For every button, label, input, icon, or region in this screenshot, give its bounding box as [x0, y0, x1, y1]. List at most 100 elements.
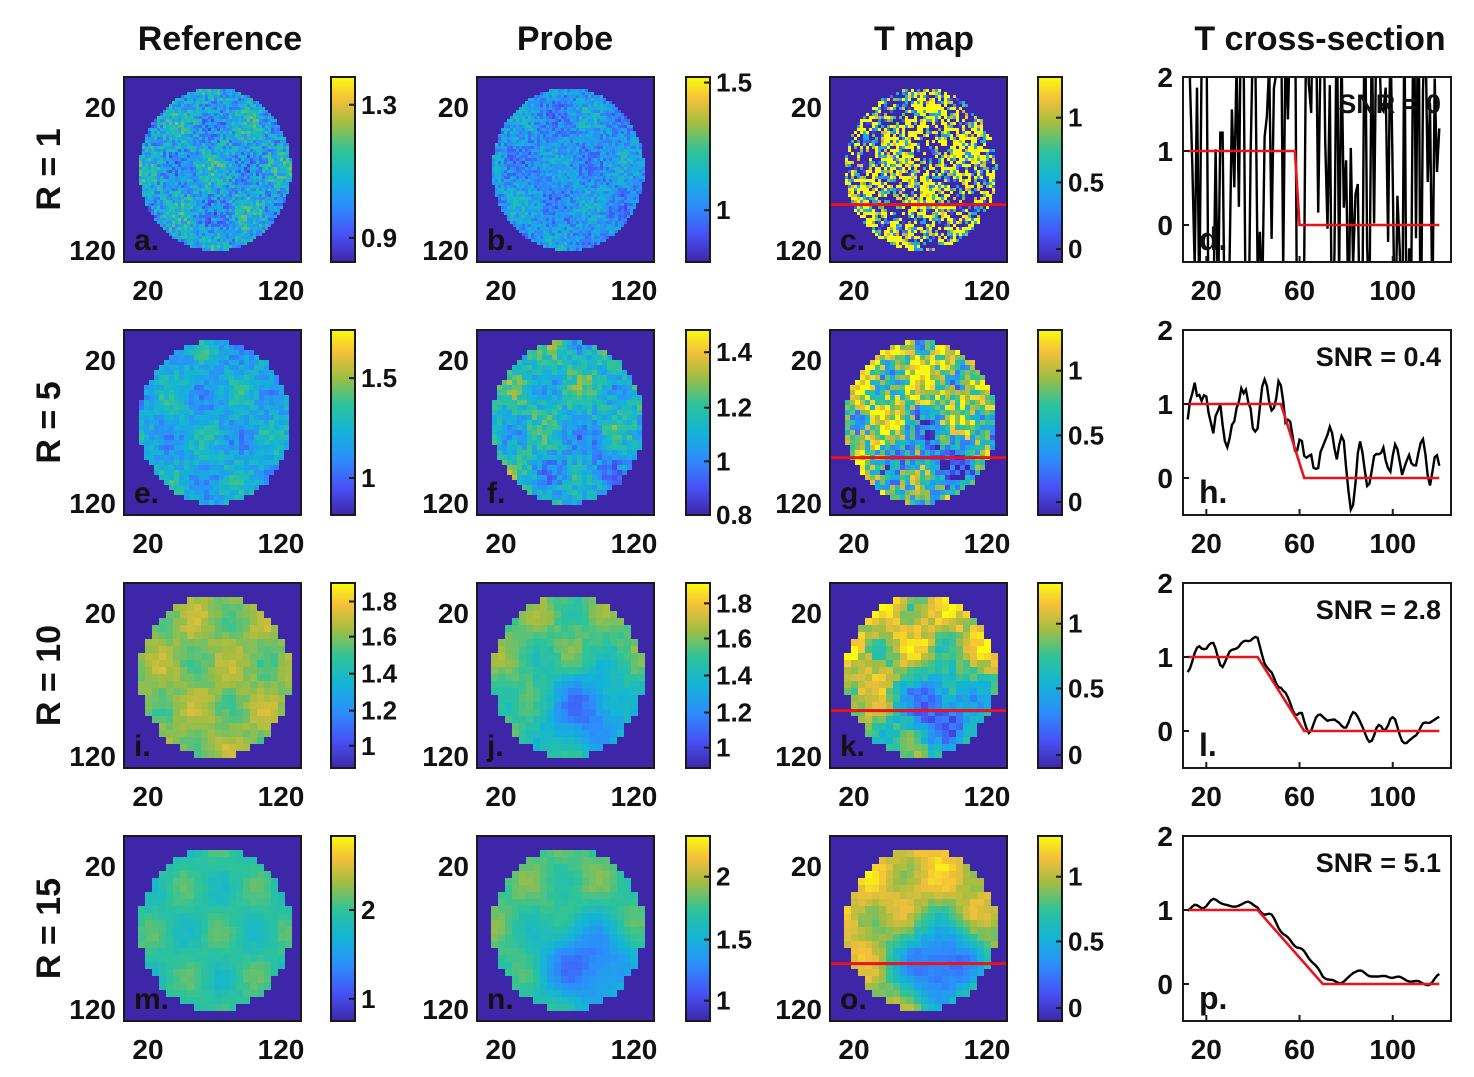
heatmap-cell	[205, 200, 208, 203]
heatmap-cell	[971, 131, 974, 134]
heatmap-cell	[540, 149, 543, 152]
heatmap-cell	[624, 164, 627, 167]
heatmap-cell	[534, 131, 537, 134]
heatmap-cell	[181, 221, 184, 224]
heatmap-cell	[211, 167, 214, 170]
heatmap-cell	[211, 161, 214, 164]
heatmap-cell	[881, 113, 884, 116]
heatmap-cell	[516, 188, 519, 191]
heatmap-cell	[226, 89, 229, 92]
heatmap-cell	[621, 164, 624, 167]
heatmap-cell	[187, 149, 190, 152]
heatmap-cell	[959, 104, 962, 107]
heatmap-cell	[211, 104, 214, 107]
heatmap-cell	[205, 128, 208, 131]
heatmap-cell	[537, 107, 540, 110]
heatmap-cell	[510, 185, 513, 188]
heatmap-cell	[603, 203, 606, 206]
heatmap-cell	[277, 167, 280, 170]
heatmap-cell	[890, 119, 893, 122]
heatmap-cell	[513, 155, 516, 158]
heatmap-cell	[274, 209, 277, 212]
heatmap-cell	[959, 137, 962, 140]
heatmap-cell	[286, 176, 289, 179]
heatmap-cell	[513, 161, 516, 164]
heatmap-cell	[163, 143, 166, 146]
heatmap-cell	[582, 122, 585, 125]
heatmap-cell	[875, 113, 878, 116]
heatmap-cell	[570, 137, 573, 140]
heatmap-cell	[528, 218, 531, 221]
heatmap-cell	[564, 179, 567, 182]
heatmap-cell	[974, 122, 977, 125]
heatmap-cell	[582, 197, 585, 200]
heatmap-cell	[229, 194, 232, 197]
heatmap-cell	[567, 152, 570, 155]
heatmap-cell	[190, 242, 193, 245]
heatmap-cell	[253, 200, 256, 203]
heatmap-cell	[615, 116, 618, 119]
heatmap-cell	[980, 131, 983, 134]
heatmap-cell	[280, 191, 283, 194]
heatmap-cell	[585, 221, 588, 224]
heatmap-cell	[208, 215, 211, 218]
heatmap-cell	[154, 131, 157, 134]
heatmap-cell	[241, 188, 244, 191]
heatmap-cell	[528, 182, 531, 185]
heatmap-cell	[226, 110, 229, 113]
heatmap-cell	[151, 155, 154, 158]
heatmap-cell	[139, 164, 142, 167]
heatmap-cell	[250, 122, 253, 125]
heatmap-cell	[169, 164, 172, 167]
heatmap-cell	[217, 215, 220, 218]
heatmap-cell	[250, 113, 253, 116]
heatmap-cell	[202, 242, 205, 245]
heatmap-cell	[214, 248, 217, 251]
heatmap-cell	[148, 161, 151, 164]
heatmap-cell	[196, 158, 199, 161]
heatmap-cell	[187, 176, 190, 179]
heatmap-cell	[908, 137, 911, 140]
heatmap-cell	[145, 158, 148, 161]
heatmap-cell	[615, 182, 618, 185]
heatmap-cell	[259, 230, 262, 233]
heatmap-cell	[196, 215, 199, 218]
heatmap-cell	[235, 209, 238, 212]
heatmap-cell	[935, 131, 938, 134]
heatmap-cell	[543, 95, 546, 98]
heatmap-cell	[642, 173, 645, 176]
heatmap-cell	[238, 179, 241, 182]
heatmap-cell	[615, 224, 618, 227]
heatmap-cell	[639, 158, 642, 161]
heatmap-cell	[588, 221, 591, 224]
heatmap-cell	[205, 239, 208, 242]
heatmap-cell	[178, 131, 181, 134]
heatmap-cell	[552, 137, 555, 140]
heatmap-cell	[896, 131, 899, 134]
heatmap-cell	[214, 125, 217, 128]
heatmap-cell	[923, 128, 926, 131]
heatmap-cell	[962, 110, 965, 113]
heatmap-cell	[594, 116, 597, 119]
heatmap-cell	[268, 197, 271, 200]
heatmap-cell	[220, 110, 223, 113]
heatmap-cell	[941, 104, 944, 107]
heatmap-cell	[618, 110, 621, 113]
heatmap-cell	[543, 221, 546, 224]
heatmap-cell	[510, 164, 513, 167]
heatmap-cell	[555, 194, 558, 197]
heatmap-cell	[172, 161, 175, 164]
heatmap-cell	[175, 152, 178, 155]
heatmap-cell	[594, 224, 597, 227]
heatmap-cell	[154, 203, 157, 206]
heatmap-cell	[253, 179, 256, 182]
heatmap-cell	[546, 101, 549, 104]
heatmap-cell	[217, 119, 220, 122]
heatmap-cell	[944, 113, 947, 116]
heatmap-cell	[558, 179, 561, 182]
heatmap-cell	[217, 101, 220, 104]
heatmap-cell	[196, 239, 199, 242]
heatmap-cell	[639, 149, 642, 152]
heatmap-cell	[573, 212, 576, 215]
heatmap-cell	[262, 215, 265, 218]
